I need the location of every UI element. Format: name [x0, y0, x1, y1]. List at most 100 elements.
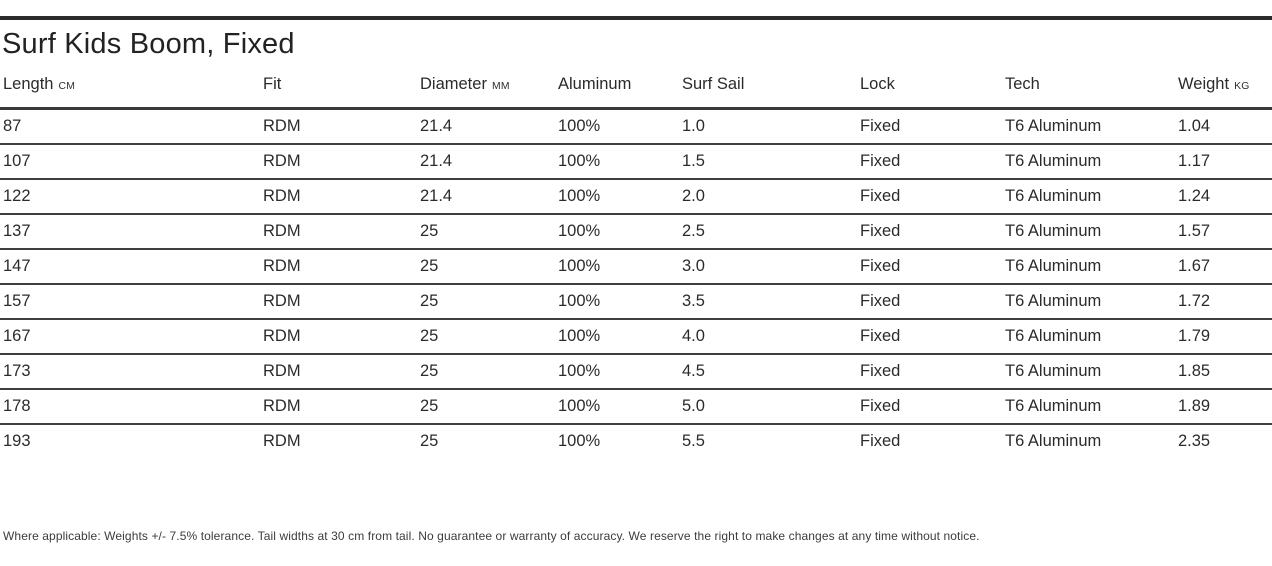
table-cell: 1.72	[1178, 283, 1272, 320]
table-cell: 173	[0, 353, 263, 390]
table-cell: RDM	[263, 353, 420, 390]
top-rule-divider	[0, 16, 1272, 20]
table-cell: RDM	[263, 143, 420, 180]
table-cell: T6 Aluminum	[1005, 213, 1178, 250]
table-cell: 100%	[558, 283, 682, 320]
table-cell: 1.67	[1178, 248, 1272, 285]
column-unit: kg	[1234, 80, 1250, 92]
table-cell: 100%	[558, 248, 682, 285]
table-cell: 100%	[558, 108, 682, 145]
table-cell: 3.5	[682, 283, 860, 320]
table-cell: T6 Aluminum	[1005, 388, 1178, 425]
column-label: Tech	[1005, 74, 1040, 93]
table-cell: 1.17	[1178, 143, 1272, 180]
column-label: Length	[3, 74, 54, 93]
table-cell: 25	[420, 318, 558, 355]
table-cell: Fixed	[860, 432, 901, 451]
table-cell: 137	[0, 213, 263, 250]
table-cell: 122	[0, 178, 263, 215]
table-cell: Fixed	[860, 108, 1005, 145]
table-row: 157 RDM 25 100% 3.5 Fixed T6 Aluminum 1.72	[0, 283, 1272, 320]
table-cell: 100%	[558, 353, 682, 390]
column-label: Diameter	[420, 74, 487, 93]
table-cell: Fixed	[860, 283, 1005, 320]
table-cell: 4.5	[682, 353, 860, 390]
table-cell: RDM	[263, 432, 301, 451]
table-cell: 25	[420, 388, 558, 425]
table-row: 147 RDM 25 100% 3.0 Fixed T6 Aluminum 1.67	[0, 248, 1272, 285]
table-cell: RDM	[263, 388, 420, 425]
table-cell: 4.0	[682, 318, 860, 355]
column-header-lock: Lock	[860, 62, 1005, 111]
table-cell: Fixed	[860, 388, 1005, 425]
table-cell: T6 Aluminum	[1005, 108, 1178, 145]
disclaimer-footnote: Where applicable: Weights +/- 7.5% toler…	[3, 528, 980, 543]
table-cell: 167	[0, 318, 263, 355]
table-cell: RDM	[263, 178, 420, 215]
page-title: Surf Kids Boom, Fixed	[2, 28, 295, 60]
column-header-length: Length cm	[0, 62, 263, 111]
table-cell: 147	[0, 248, 263, 285]
table-row: 137 RDM 25 100% 2.5 Fixed T6 Aluminum 1.57	[0, 213, 1272, 250]
table-row: 173 RDM 25 100% 4.5 Fixed T6 Aluminum 1.85	[0, 353, 1272, 390]
table-cell: 2.35	[1178, 432, 1211, 451]
column-header-weight: Weight kg	[1178, 62, 1272, 111]
table-cell: RDM	[263, 248, 420, 285]
table-cell: 2.0	[682, 178, 860, 215]
table-cell: 87	[0, 108, 263, 145]
column-header-tech: Tech	[1005, 62, 1178, 111]
table-cell: 100%	[558, 178, 682, 215]
table-cell: T6 Aluminum	[1005, 318, 1178, 355]
table-cell: 100%	[558, 143, 682, 180]
table-row: 193 RDM 25 100% 5.5 Fixed T6 Aluminum 2.35	[0, 424, 1272, 459]
table-cell: 1.89	[1178, 388, 1272, 425]
table-cell: 21.4	[420, 108, 558, 145]
column-header-fit: Fit	[263, 62, 420, 111]
table-cell: T6 Aluminum	[1005, 178, 1178, 215]
table-cell: 1.0	[682, 108, 860, 145]
table-cell: RDM	[263, 318, 420, 355]
table-cell: 25	[420, 353, 558, 390]
table-cell: 1.5	[682, 143, 860, 180]
table-row: 167 RDM 25 100% 4.0 Fixed T6 Aluminum 1.79	[0, 318, 1272, 355]
table-cell: 1.85	[1178, 353, 1272, 390]
header-row: Length cm Fit Diameter mm Aluminum Surf Sa…	[0, 62, 1272, 111]
table-cell: 5.0	[682, 388, 860, 425]
column-label: Lock	[860, 74, 895, 93]
column-label: Weight	[1178, 74, 1230, 93]
table-cell: 3.0	[682, 248, 860, 285]
table-cell: RDM	[263, 108, 420, 145]
table-cell: 21.4	[420, 178, 558, 215]
table-cell: 193	[3, 432, 31, 451]
table-cell: T6 Aluminum	[1005, 353, 1178, 390]
table-cell: T6 Aluminum	[1005, 283, 1178, 320]
table-cell: Fixed	[860, 353, 1005, 390]
table-cell: 100%	[558, 388, 682, 425]
column-label: Fit	[263, 74, 282, 93]
table-cell: Fixed	[860, 143, 1005, 180]
column-unit: cm	[58, 80, 76, 92]
table-cell: RDM	[263, 283, 420, 320]
column-unit: mm	[491, 80, 510, 92]
table-row: 87 RDM 21.4 100% 1.0 Fixed T6 Aluminum 1.04	[0, 108, 1272, 145]
table-cell: 1.24	[1178, 178, 1272, 215]
table-cell: 21.4	[420, 143, 558, 180]
table-cell: T6 Aluminum	[1005, 143, 1178, 180]
table-cell: RDM	[263, 213, 420, 250]
table-cell: T6 Aluminum	[1005, 248, 1178, 285]
table-cell: 25	[420, 213, 558, 250]
column-label: Aluminum	[558, 74, 632, 93]
table-cell: 5.5	[682, 432, 705, 451]
table-row: 178 RDM 25 100% 5.0 Fixed T6 Aluminum 1.89	[0, 388, 1272, 425]
table-cell: 100%	[558, 213, 682, 250]
table-cell: 2.5	[682, 213, 860, 250]
spec-table: Length cm Fit Diameter mm Aluminum Surf Sa…	[0, 62, 1272, 459]
table-cell: 107	[0, 143, 263, 180]
table-cell: 178	[0, 388, 263, 425]
table-cell: 100%	[558, 318, 682, 355]
table-cell: Fixed	[860, 318, 1005, 355]
table-cell: Fixed	[860, 213, 1005, 250]
table-cell: 157	[0, 283, 263, 320]
table-cell: 1.79	[1178, 318, 1272, 355]
